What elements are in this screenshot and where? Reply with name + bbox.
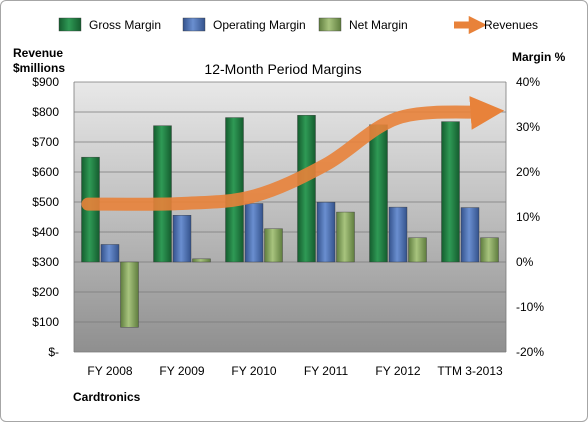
x-tick-label: FY 2009 bbox=[159, 364, 204, 378]
right-axis-label: Margin % bbox=[512, 50, 566, 64]
net-margin-bar bbox=[480, 237, 499, 263]
left-tick-label: $400 bbox=[32, 225, 59, 239]
net-margin-bar bbox=[120, 261, 139, 328]
operating-margin-bar bbox=[100, 244, 120, 263]
left-tick-label: $200 bbox=[32, 285, 59, 299]
legend: Gross Margin Operating Margin Net Margin Re… bbox=[58, 15, 538, 35]
legend-label-net-margin: Net Margin bbox=[349, 18, 408, 32]
net-margin-bar bbox=[336, 211, 355, 263]
x-tick-label: TTM 3-2013 bbox=[437, 364, 503, 378]
bars bbox=[81, 115, 499, 328]
gross-margin-bar bbox=[153, 125, 172, 263]
legend-label-revenues: Revenues bbox=[484, 18, 538, 32]
legend-label-operating-margin: Operating Margin bbox=[213, 18, 306, 32]
left-tick-label: $500 bbox=[32, 195, 59, 209]
right-tick-label: 10% bbox=[516, 210, 540, 224]
net-margin-bar bbox=[192, 258, 211, 263]
x-tick-label: FY 2010 bbox=[231, 364, 276, 378]
right-tick-label: 30% bbox=[516, 120, 540, 134]
legend-swatch-net-margin bbox=[318, 17, 342, 32]
operating-margin-bar bbox=[316, 201, 336, 263]
left-tick-label: $- bbox=[48, 345, 59, 359]
right-tick-label: 40% bbox=[516, 75, 540, 89]
gridlines bbox=[73, 81, 507, 353]
revenues-line bbox=[81, 96, 505, 211]
x-tick-labels: FY 2008 FY 2009 FY 2010 FY 2011 FY 2012 TTM 3… bbox=[87, 364, 503, 378]
operating-margin-bar bbox=[172, 214, 192, 263]
left-tick-label: $900 bbox=[32, 75, 59, 89]
legend-swatch-gross-margin bbox=[58, 17, 82, 32]
left-tick-label: $100 bbox=[32, 315, 59, 329]
left-tick-label: $700 bbox=[32, 135, 59, 149]
left-tick-label: $600 bbox=[32, 165, 59, 179]
operating-margin-bar bbox=[460, 207, 480, 263]
operating-margin-bar bbox=[388, 206, 408, 263]
footnote-company: Cardtronics bbox=[73, 390, 141, 404]
right-tick-label: 0% bbox=[516, 255, 534, 269]
left-tick-labels: $900 $800 $700 $600 $500 $400 $300 $200 $100 $- bbox=[32, 75, 59, 359]
x-tick-label: FY 2011 bbox=[304, 364, 349, 378]
chart-title: 12-Month Period Margins bbox=[204, 61, 361, 77]
left-axis-label-line2: $millions bbox=[13, 61, 65, 75]
legend-label-gross-margin: Gross Margin bbox=[89, 18, 161, 32]
revenue-line-layer bbox=[81, 96, 505, 211]
net-margin-bar bbox=[408, 237, 427, 263]
net-margin-bar bbox=[264, 228, 283, 263]
right-tick-labels: 40% 30% 20% 10% 0% -10% -20% bbox=[516, 75, 544, 359]
x-tick-label: FY 2012 bbox=[375, 364, 420, 378]
left-tick-label: $800 bbox=[32, 105, 59, 119]
gross-margin-bar bbox=[369, 124, 388, 263]
gross-margin-bar bbox=[225, 117, 244, 263]
left-axis-label-line1: Revenue bbox=[13, 46, 63, 60]
gross-margin-bar bbox=[297, 115, 316, 263]
x-tick-label: FY 2008 bbox=[87, 364, 132, 378]
gross-margin-bar bbox=[441, 121, 460, 263]
right-tick-label: 20% bbox=[516, 165, 540, 179]
legend-swatch-operating-margin bbox=[182, 17, 206, 32]
right-tick-label: -10% bbox=[516, 300, 544, 314]
plot-area bbox=[74, 82, 506, 352]
operating-margin-bar bbox=[244, 203, 264, 263]
right-tick-label: -20% bbox=[516, 345, 544, 359]
left-tick-label: $300 bbox=[32, 255, 59, 269]
